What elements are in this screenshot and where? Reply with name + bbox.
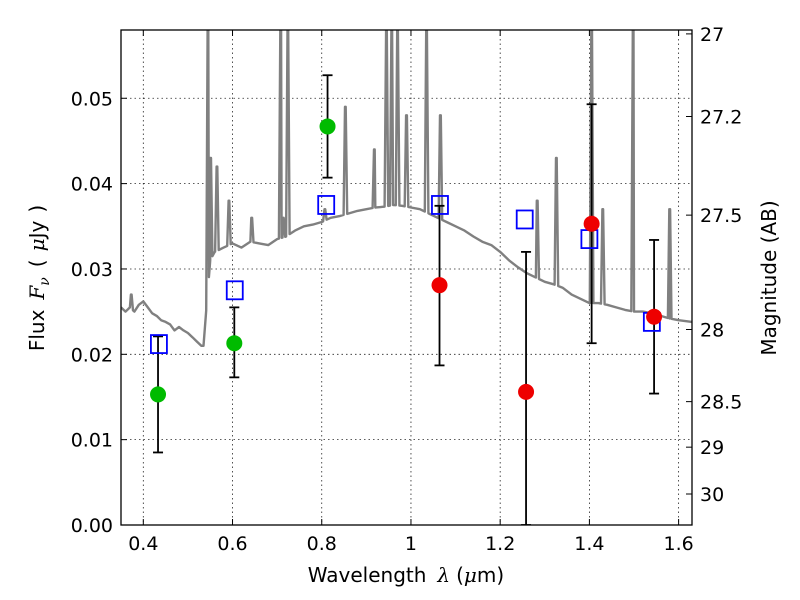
optical-detection-point (226, 335, 243, 352)
y-axis: 0.00 0.01 0.02 0.03 0.04 0.05 (71, 88, 127, 537)
y2-tick-label: 28 (700, 319, 724, 341)
y-axis-label: FluxFν(μJy) (25, 205, 53, 351)
x-tick-label: 1.6 (664, 533, 694, 555)
template-photometry-point (150, 334, 168, 354)
x-axis: 0.4 0.6 0.8 1 1.2 1.4 1.6 (128, 30, 694, 555)
model-spectrum-line (121, 30, 692, 347)
nir-detection-point (646, 308, 663, 325)
nir-detection-point (518, 383, 535, 400)
x-tick-label: 1.2 (485, 533, 515, 555)
template-photometry-point (515, 209, 534, 230)
x-tick-label: 0.6 (217, 533, 247, 555)
optical-detection-point (319, 118, 336, 135)
y-tick-label: 0.00 (71, 515, 113, 537)
y2-tick-label: 29 (700, 437, 724, 459)
x-tick-label: 0.4 (128, 533, 158, 555)
y2-tick-label: 30 (700, 484, 724, 506)
x-tick-label: 1.4 (574, 533, 604, 555)
x-tick-label: 1 (405, 533, 417, 555)
plot-frame (120, 29, 693, 526)
x-tick-label: 0.8 (307, 533, 337, 555)
y2-axis-label: Magnitude (AB) (757, 200, 781, 355)
plot-area (121, 30, 692, 525)
y-tick-label: 0.02 (71, 344, 113, 366)
y2-tick-label: 27 (700, 24, 724, 46)
y2-tick-label: 27.2 (700, 107, 742, 129)
nir-detection-point (431, 277, 448, 294)
optical-detection-point (150, 386, 167, 403)
nir-detection-point (583, 215, 600, 232)
y2-tick-label: 27.5 (700, 205, 742, 227)
y-tick-label: 0.03 (71, 259, 113, 281)
x-axis-label: Wavelength λ (μm) (308, 563, 504, 587)
y2-axis-magnitude: 27 27.2 27.5 28 28.5 29 30 (686, 24, 742, 506)
y2-tick-label: 28.5 (700, 392, 742, 414)
y-tick-label: 0.05 (71, 88, 113, 110)
template-photometry-point (431, 195, 449, 215)
y-tick-label: 0.01 (71, 430, 113, 452)
template-photometry-point (225, 280, 244, 301)
template-photometry-point (317, 195, 336, 215)
y-tick-label: 0.04 (71, 174, 113, 196)
